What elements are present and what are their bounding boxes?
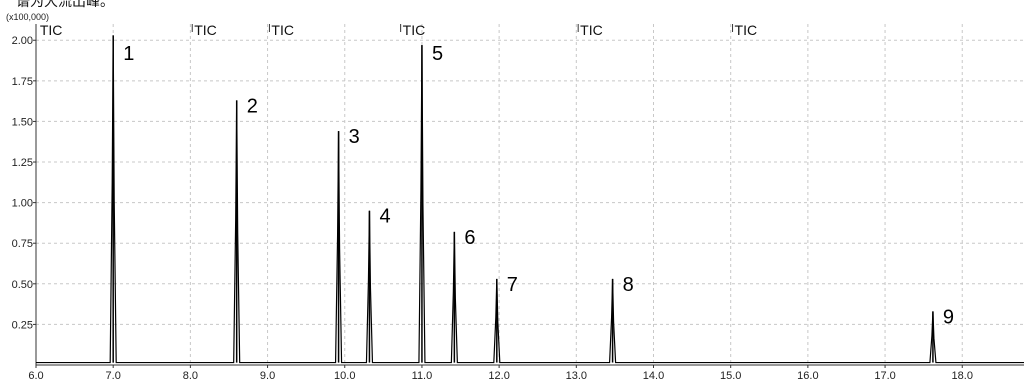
y-tick-label: 1.25	[12, 157, 33, 169]
x-tick-label: 17.0	[874, 370, 895, 382]
x-tick-label: 9.0	[260, 370, 275, 382]
x-tick-label: 15.0	[720, 370, 741, 382]
peak-label-1: 1	[123, 43, 134, 65]
y-tick-label: 2.00	[12, 35, 33, 47]
segment-label: TIC	[40, 22, 63, 38]
peak-label-9: 9	[943, 306, 954, 328]
x-tick-label: 6.0	[28, 370, 43, 382]
segment-label: TIC	[271, 22, 294, 38]
peak-label-8: 8	[623, 274, 634, 296]
peak-label-5: 5	[432, 43, 443, 65]
top-caption: 谱为大流出峰。	[16, 0, 114, 10]
peak-label-2: 2	[247, 95, 258, 117]
tic-trace-line	[36, 35, 1024, 364]
x-tick-label: 7.0	[106, 370, 121, 382]
x-tick-label: 8.0	[183, 370, 198, 382]
x-tick-label: 10.0	[334, 370, 355, 382]
x-tick-label: 12.0	[488, 370, 509, 382]
y-tick-label: 0.75	[12, 238, 33, 250]
peak-label-3: 3	[349, 126, 360, 148]
peak-labels: 1 2 3 4 5 6 7 8 9	[123, 43, 954, 328]
x-tick-label: 18.0	[952, 370, 973, 382]
segment-label: TIC	[735, 22, 758, 38]
peak-label-4: 4	[379, 206, 390, 228]
x-tick-label: 11.0	[412, 370, 433, 382]
y-tick-label: 1.75	[12, 76, 33, 88]
segment-label: TIC	[580, 22, 603, 38]
peak-label-7: 7	[507, 274, 518, 296]
y-tick-label: 0.50	[12, 279, 33, 291]
y-tick-label: 0.25	[12, 319, 33, 331]
tic-trace	[36, 35, 1024, 364]
segment-label: TIC	[194, 22, 217, 38]
x-tick-label: 16.0	[797, 370, 818, 382]
peak-label-6: 6	[464, 227, 475, 249]
y-scale-label: (x100,000)	[6, 12, 49, 22]
segment-label: TIC	[403, 22, 426, 38]
y-tick-label: 1.50	[12, 116, 33, 128]
grid-lines	[36, 24, 1024, 365]
x-tick-label: 13.0	[566, 370, 587, 382]
y-tick-label: 1.00	[12, 198, 33, 210]
x-tick-label: 14.0	[643, 370, 664, 382]
segment-labels: TIC TIC TIC TIC TIC TIC	[40, 22, 757, 38]
axes: 6.0 7.0 8.0 9.0 10.0 11.0 12.0 13.0 14.0 15.0 16.0…	[12, 24, 1024, 382]
